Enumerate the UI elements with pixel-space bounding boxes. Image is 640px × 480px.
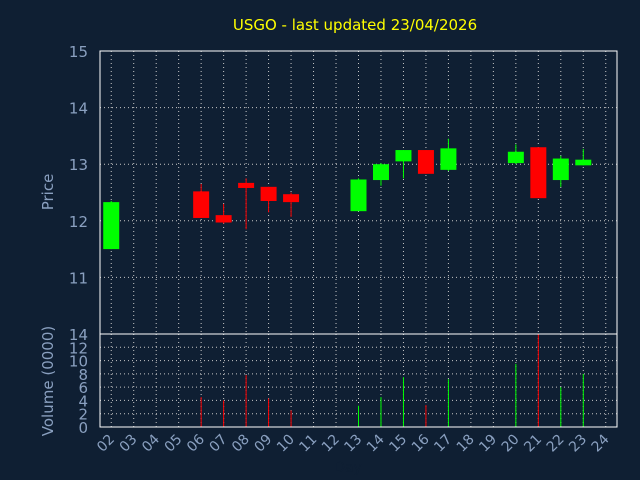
price-tick-label: 12 xyxy=(69,213,88,231)
volume-axis-label: Volume (0000) xyxy=(39,326,57,436)
candle-body xyxy=(372,164,389,181)
volume-plot-frame xyxy=(99,333,618,428)
price-tick-label: 13 xyxy=(69,156,88,174)
volume-tick-label: 2 xyxy=(78,406,88,424)
volume-tick-label: 14 xyxy=(69,326,88,344)
volume-tick-label: 12 xyxy=(69,339,88,357)
price-tick-label: 15 xyxy=(69,43,88,61)
candle-body xyxy=(193,191,210,218)
candle-body xyxy=(283,194,300,203)
candle-body xyxy=(530,147,547,199)
candle-body xyxy=(260,186,277,201)
price-axis-ticks: 11 12 13 14 15 xyxy=(69,43,88,287)
volume-bars-layer xyxy=(200,334,584,427)
price-tick-label: 11 xyxy=(69,269,88,287)
candle-body xyxy=(507,151,524,164)
candle-body xyxy=(215,215,232,223)
volume-tick-label: 8 xyxy=(78,366,88,384)
candle-body xyxy=(238,182,255,188)
candle-body xyxy=(395,150,412,162)
price-tick-label: 14 xyxy=(69,100,88,118)
x-axis-ticks: 0203040506070809101112131415161718192021… xyxy=(94,431,612,455)
candle-body xyxy=(552,158,569,181)
volume-tick-label: 10 xyxy=(69,353,88,371)
candle-body xyxy=(103,202,120,250)
price-axis-label: Price xyxy=(39,174,57,211)
volume-tick-label: 0 xyxy=(78,419,88,437)
chart-title: USGO - last updated 23/04/2026 xyxy=(233,16,477,34)
candle-body xyxy=(350,179,367,212)
candles-layer xyxy=(103,138,592,250)
volume-tick-label: 6 xyxy=(78,379,88,397)
candle-body xyxy=(575,159,592,166)
candle-body xyxy=(440,148,457,170)
candle-body xyxy=(417,150,434,174)
volume-tick-label: 4 xyxy=(78,392,88,410)
x-axis-label: Day xyxy=(334,460,362,476)
